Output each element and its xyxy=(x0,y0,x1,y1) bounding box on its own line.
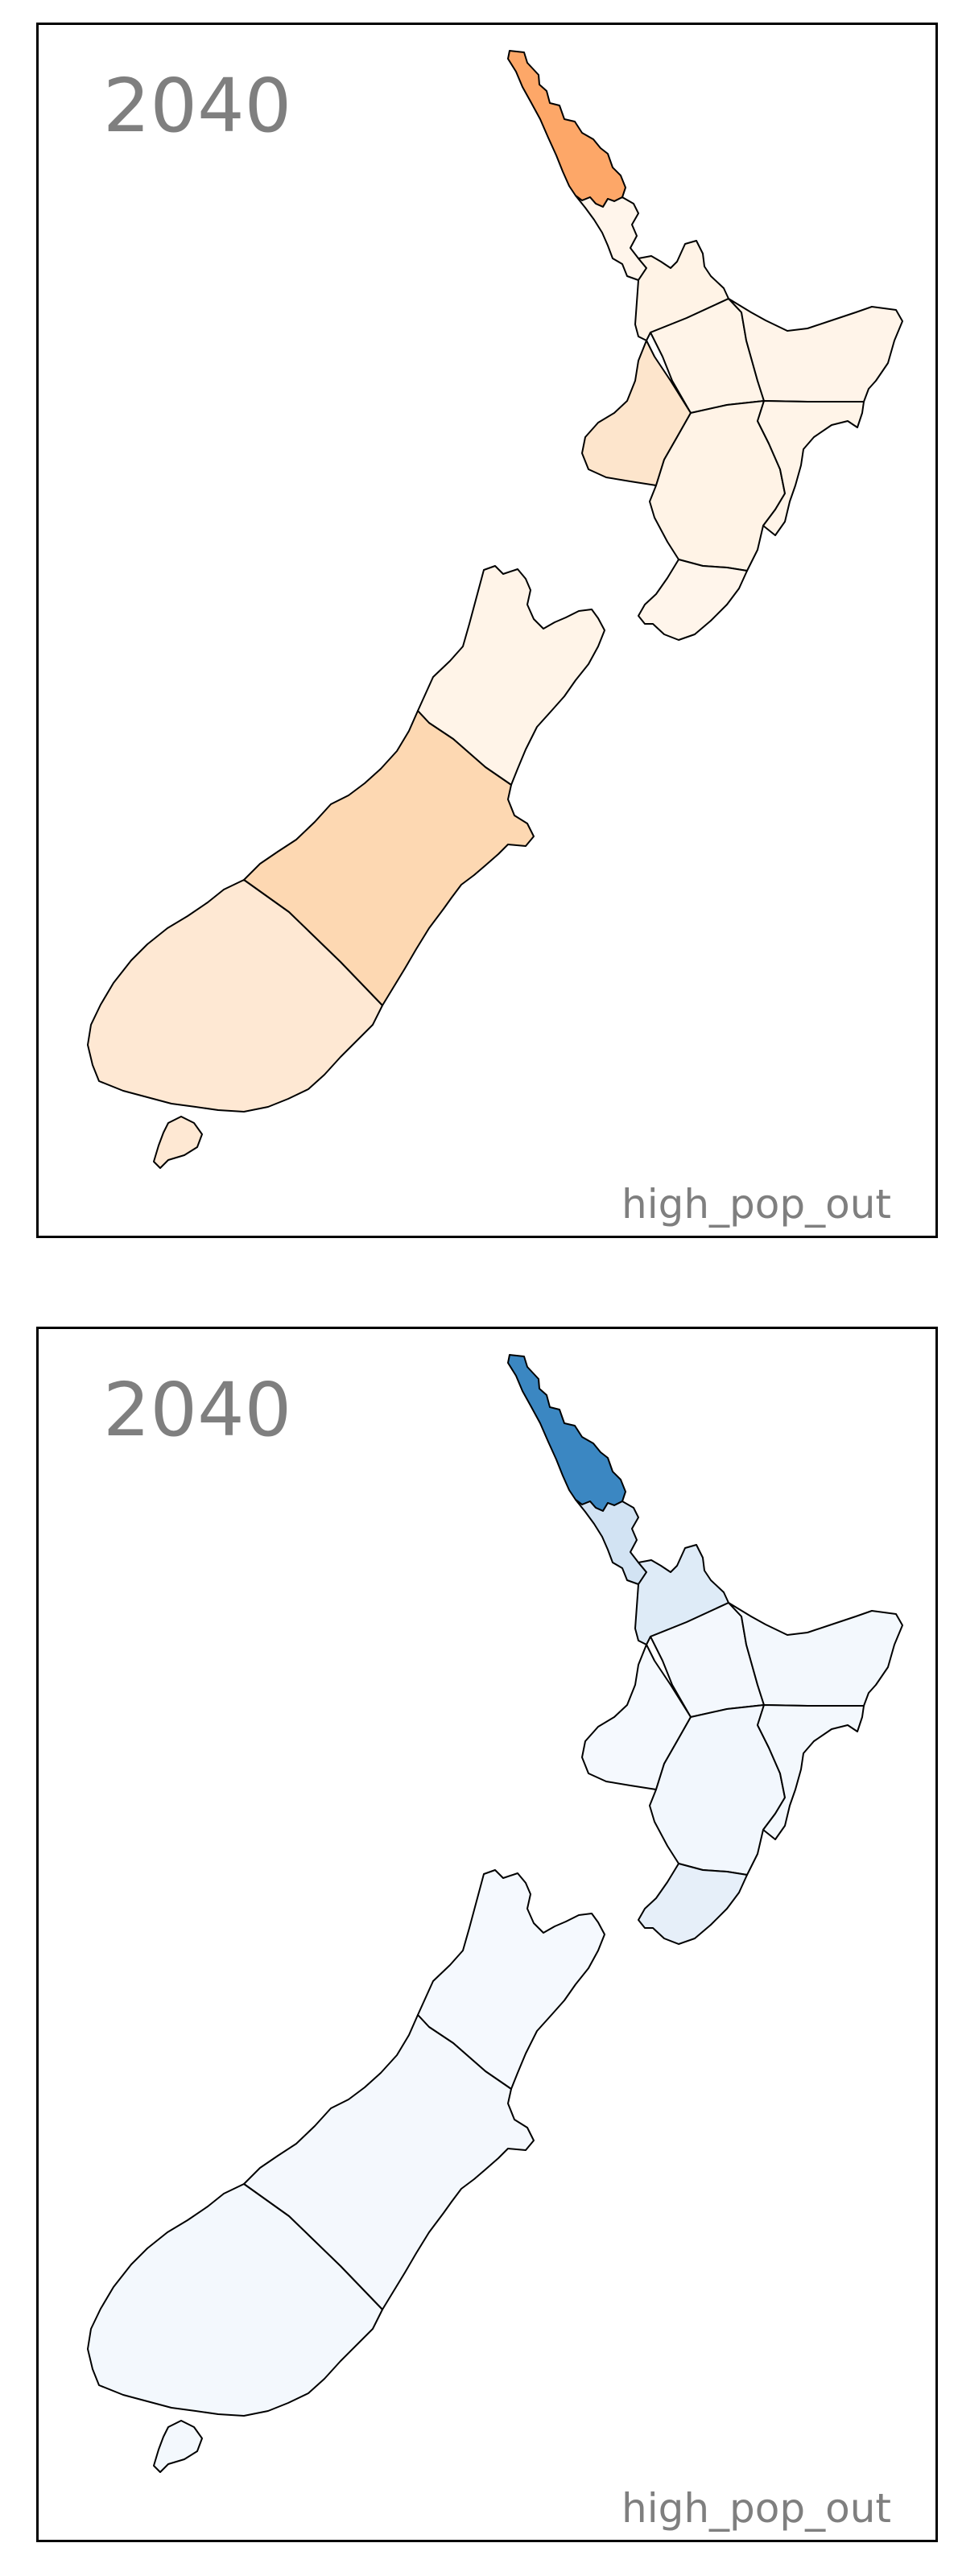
region-gisborne xyxy=(728,1602,903,1707)
region-gisborne xyxy=(728,298,903,402)
region-auckland xyxy=(575,195,647,281)
region-otago-southland xyxy=(87,879,383,1169)
region-tasman-nelson-marlborough xyxy=(417,565,605,786)
region-wellington xyxy=(638,1863,748,1945)
region-waikato xyxy=(634,240,729,341)
region-northland xyxy=(507,50,626,208)
region-taranaki xyxy=(581,1644,692,1790)
region-northland xyxy=(507,1354,626,1512)
region-tasman-nelson-marlborough xyxy=(417,1869,605,2090)
region-taranaki xyxy=(581,340,692,486)
year-label: 2040 xyxy=(103,1367,292,1453)
nz-region-map-bottom xyxy=(87,1354,903,2473)
map-panel-top: 2040 high_pop_out xyxy=(36,23,938,1238)
region-auckland xyxy=(575,1499,647,1585)
region-canterbury xyxy=(243,2014,535,2310)
region-hawkes-bay xyxy=(757,400,865,536)
scenario-label: high_pop_out xyxy=(621,1181,891,1228)
region-canterbury xyxy=(243,710,535,1006)
region-waikato xyxy=(634,1544,729,1645)
map-panel-bottom: 2040 high_pop_out xyxy=(36,1327,938,2542)
region-otago-southland xyxy=(87,2183,383,2473)
region-hawkes-bay xyxy=(757,1704,865,1840)
year-label: 2040 xyxy=(103,63,292,149)
scenario-label: high_pop_out xyxy=(621,2485,891,2532)
nz-region-map-top xyxy=(87,50,903,1169)
region-wellington xyxy=(638,559,748,641)
